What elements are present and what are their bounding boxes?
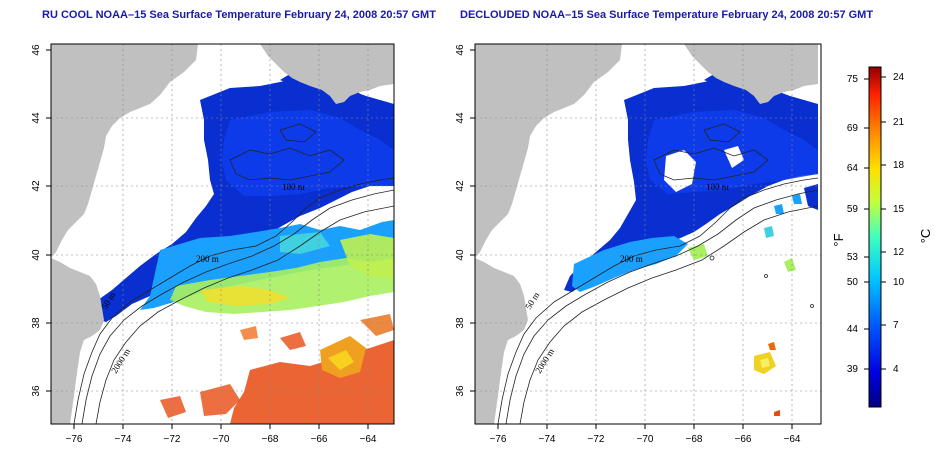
celsius-tick: 7 [893, 320, 899, 331]
fahrenheit-tick: 64 [847, 163, 859, 174]
fahrenheit-tick: 39 [847, 364, 859, 375]
fahrenheit-tick: 53 [847, 252, 859, 263]
lon-tick-label: −64 [360, 434, 377, 445]
lat-tick-label: 38 [455, 317, 466, 329]
fahrenheit-label: °F [831, 233, 846, 246]
contour-label-100m: 100 m [282, 182, 305, 192]
celsius-tick: 15 [893, 204, 905, 215]
bathymetry-contours [73, 123, 394, 424]
lon-tick-label: −74 [115, 434, 132, 445]
lon-tick-label: −72 [164, 434, 181, 445]
fahrenheit-tick: 69 [847, 123, 859, 134]
right-axis-ticks [470, 49, 793, 429]
celsius-tick: 10 [893, 277, 905, 288]
fahrenheit-tick: 75 [847, 74, 859, 85]
lat-tick-label: 46 [455, 44, 466, 56]
lat-tick-label: 36 [31, 385, 42, 397]
graticule [51, 44, 394, 424]
right-lat-labels: 36 38 40 42 44 46 [455, 44, 466, 397]
lon-tick-label: −66 [735, 434, 752, 445]
lat-tick-label: 36 [455, 385, 466, 397]
lon-tick-label: −66 [311, 434, 328, 445]
contour-label-200m: 200 m [620, 254, 643, 264]
lat-tick-label: 44 [31, 112, 42, 124]
lon-tick-label: −70 [213, 434, 230, 445]
lat-tick-label: 42 [31, 180, 42, 192]
temperature-colorbar: 75 69 64 59 53 50 44 39 24 21 18 15 12 1… [831, 66, 933, 408]
lon-tick-label: −76 [490, 434, 507, 445]
sst-cold-region [564, 68, 818, 292]
lon-tick-label: −72 [588, 434, 605, 445]
lon-tick-label: −74 [539, 434, 556, 445]
right-panel-title: DECLOUDED NOAA–15 Sea Surface Temperatur… [460, 9, 874, 21]
left-lat-labels: 36 38 40 42 44 46 [31, 44, 42, 397]
fahrenheit-tick: 59 [847, 204, 859, 215]
celsius-tick: 12 [893, 247, 905, 258]
colorbar-gradient [868, 66, 882, 408]
graticule [475, 44, 821, 424]
celsius-tick: 24 [893, 72, 905, 83]
left-lon-labels: −76 −74 −72 −70 −68 −66 −64 [66, 434, 377, 445]
lon-tick-label: −68 [686, 434, 703, 445]
celsius-tick: 18 [893, 160, 905, 171]
fahrenheit-tick: 50 [847, 277, 859, 288]
lon-tick-label: −68 [262, 434, 279, 445]
bathymetry-contours [497, 123, 819, 424]
left-panel-title: RU COOL NOAA–15 Sea Surface Temperature … [42, 9, 436, 21]
left-map-panel: 50 m 200 m 2000 m 100 m [31, 43, 395, 445]
lon-tick-label: −76 [66, 434, 83, 445]
fahrenheit-tick: 44 [847, 324, 859, 335]
right-map-panel: 50 m 200 m 2000 m 100 m [455, 43, 822, 445]
left-axis-ticks [46, 49, 369, 429]
lon-tick-label: −64 [784, 434, 801, 445]
right-lon-labels: −76 −74 −72 −70 −68 −66 −64 [490, 434, 801, 445]
lat-tick-label: 40 [455, 249, 466, 261]
celsius-tick: 21 [893, 117, 905, 128]
contour-label-100m: 100 m [706, 182, 729, 192]
lon-tick-label: −70 [637, 434, 654, 445]
celsius-tick: 4 [893, 364, 899, 375]
celsius-label: °C [918, 229, 933, 244]
lat-tick-label: 42 [455, 180, 466, 192]
contour-label-200m: 200 m [196, 254, 219, 264]
sst-warm-region [160, 314, 394, 424]
lat-tick-label: 40 [31, 249, 42, 261]
lat-tick-label: 46 [31, 44, 42, 56]
lat-tick-label: 38 [31, 317, 42, 329]
lat-tick-label: 44 [455, 112, 466, 124]
sst-mid-region [170, 232, 394, 314]
